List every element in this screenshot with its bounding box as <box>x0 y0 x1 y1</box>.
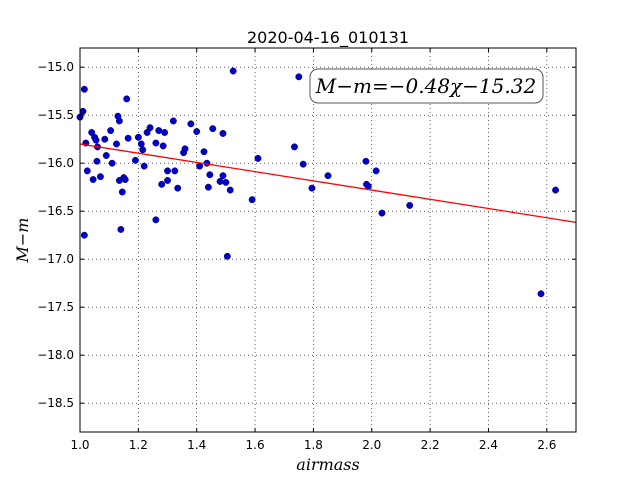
data-point <box>124 134 132 142</box>
data-point <box>324 172 332 180</box>
plot-frame <box>79 47 577 433</box>
data-point <box>121 176 129 183</box>
data-point <box>131 156 139 164</box>
annotation-text: M−m=−0.48χ−15.32 <box>315 74 536 98</box>
x-tick-label: 2.0 <box>362 438 381 452</box>
data-point <box>295 73 303 81</box>
data-point <box>254 154 262 162</box>
data-point <box>113 140 120 148</box>
data-point <box>209 125 217 133</box>
data-point <box>406 201 414 209</box>
data-point <box>187 120 195 128</box>
data-point <box>226 186 234 194</box>
x-tick-label: 1.6 <box>246 438 265 452</box>
x-tick-label: 1.0 <box>70 438 89 452</box>
data-point <box>364 182 372 190</box>
x-tick-label: 2.6 <box>537 438 556 452</box>
data-point <box>140 162 148 170</box>
data-point <box>80 85 88 93</box>
annotation-box <box>309 68 544 104</box>
y-tick-label: −16.5 <box>37 204 74 218</box>
data-point <box>200 148 208 156</box>
fit-annotation: M−m=−0.48χ−15.32 <box>309 68 544 104</box>
data-point <box>139 146 147 154</box>
data-point <box>216 177 224 185</box>
data-point <box>93 157 101 165</box>
x-tick-label: 1.2 <box>129 438 148 452</box>
data-point <box>102 152 110 159</box>
data-point <box>206 171 214 179</box>
data-point <box>299 160 307 168</box>
data-point <box>118 188 126 196</box>
data-point <box>96 173 104 181</box>
data-point <box>83 167 91 175</box>
data-point <box>89 176 97 183</box>
data-point <box>92 136 100 144</box>
data-point <box>101 135 109 143</box>
x-tick-label: 2.2 <box>421 438 440 452</box>
data-point <box>308 184 316 192</box>
y-axis-label: M−m <box>13 218 32 264</box>
data-point <box>117 225 125 233</box>
data-point <box>193 128 201 135</box>
data-point <box>158 180 166 188</box>
data-point <box>372 167 380 175</box>
data-point <box>146 124 154 132</box>
data-point <box>181 145 189 153</box>
data-point <box>152 139 160 147</box>
data-point <box>155 127 163 135</box>
data-point <box>229 67 237 75</box>
data-point <box>223 252 231 260</box>
y-tick-label: −18.5 <box>37 396 74 410</box>
x-tick-label: 1.8 <box>304 438 323 452</box>
y-tick-label: −18.0 <box>37 348 74 362</box>
data-point <box>171 167 179 175</box>
data-point <box>219 172 227 180</box>
data-point <box>79 107 87 115</box>
data-point <box>123 95 131 103</box>
data-point <box>290 143 298 151</box>
data-point <box>108 159 116 167</box>
data-point <box>164 167 171 175</box>
data-point <box>248 196 256 204</box>
data-point <box>204 183 212 191</box>
axis-ticks: 1.0 1.2 1.4 1.6 1.8 2.0 2.2 2.4 2.6 −15.0 −15.5 −16… <box>37 48 576 452</box>
y-tick-label: −17.5 <box>37 300 74 314</box>
data-point <box>552 186 560 194</box>
data-point <box>174 184 182 192</box>
data-point <box>222 178 230 186</box>
y-tick-label: −15.5 <box>37 108 74 122</box>
chart-title: 2020-04-16_010131 <box>247 28 409 48</box>
data-points <box>76 67 560 298</box>
data-point <box>537 290 545 298</box>
y-tick-label: −16.0 <box>37 156 74 170</box>
data-point <box>219 129 227 137</box>
data-point <box>152 216 160 224</box>
x-tick-label: 1.4 <box>187 438 206 452</box>
data-point <box>159 142 167 150</box>
data-point <box>137 140 145 148</box>
data-point <box>362 157 370 165</box>
grid <box>79 48 576 432</box>
x-tick-label: 2.4 <box>479 438 498 452</box>
data-point <box>107 127 115 135</box>
y-tick-label: −17.0 <box>37 252 74 266</box>
fit-line-group <box>79 143 577 223</box>
data-point <box>378 209 386 217</box>
y-tick-label: −15.0 <box>37 60 74 74</box>
data-point <box>80 231 88 239</box>
fit-line <box>79 143 577 223</box>
data-point <box>169 117 177 125</box>
data-point <box>115 117 123 125</box>
data-point <box>134 133 142 141</box>
data-point <box>161 129 169 136</box>
data-point <box>164 177 171 184</box>
x-axis-label: airmass <box>296 455 359 474</box>
